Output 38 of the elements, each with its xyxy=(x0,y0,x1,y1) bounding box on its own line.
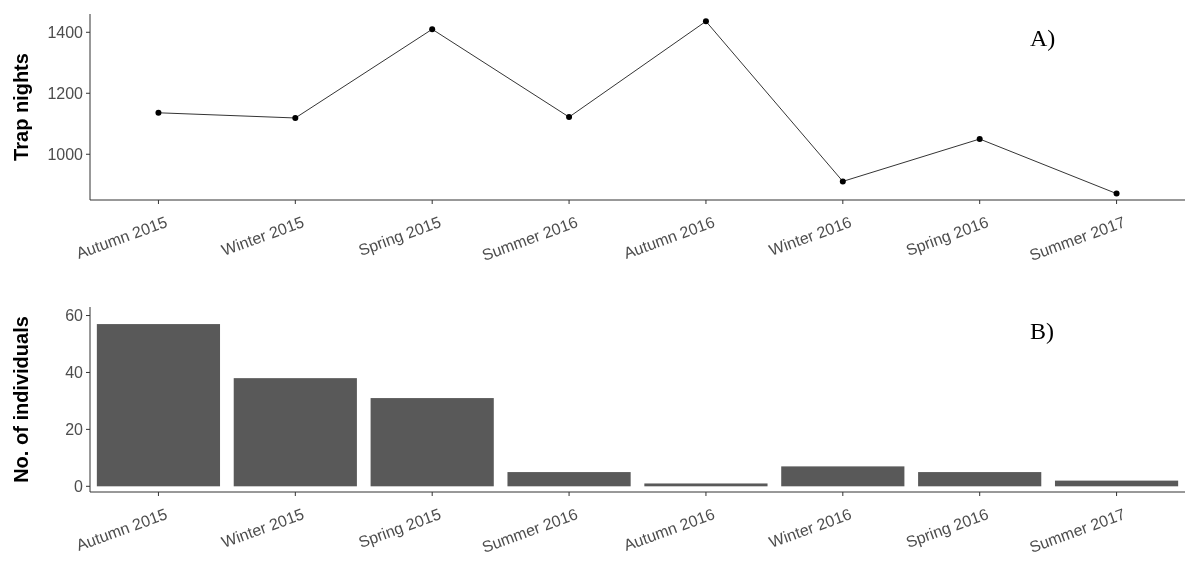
bar xyxy=(96,324,221,487)
y-tick-label: 20 xyxy=(65,420,84,438)
x-tick-label: Spring 2015 xyxy=(356,505,444,551)
bar xyxy=(507,472,631,487)
y-tick-label: 60 xyxy=(65,307,84,325)
y-axis-title: No. of individuals xyxy=(10,316,32,483)
x-tick-label: Autumn 2016 xyxy=(621,505,717,554)
y-tick-label: 1400 xyxy=(47,23,84,41)
x-tick-label: Winter 2016 xyxy=(766,213,854,259)
x-tick-label: Winter 2015 xyxy=(219,213,307,259)
point xyxy=(702,18,709,25)
x-tick-label: Winter 2015 xyxy=(219,505,307,551)
x-tick-label: Autumn 2016 xyxy=(621,213,717,262)
y-tick-label: 1200 xyxy=(47,84,84,102)
x-tick-label: Spring 2016 xyxy=(903,213,991,259)
x-tick-label: Spring 2016 xyxy=(903,505,991,551)
annotation: A) xyxy=(1030,25,1056,51)
annotation: B) xyxy=(1030,318,1054,344)
bar xyxy=(644,483,768,487)
point xyxy=(839,178,846,185)
point xyxy=(1113,190,1120,197)
x-tick-label: Autumn 2015 xyxy=(74,213,170,262)
bar xyxy=(781,466,905,487)
y-axis-title: Trap nights xyxy=(10,53,32,161)
x-tick-label: Winter 2016 xyxy=(766,505,854,551)
x-tick-label: Spring 2015 xyxy=(356,213,444,259)
point xyxy=(976,136,983,143)
y-tick-label: 0 xyxy=(74,477,84,495)
point xyxy=(292,114,299,121)
point xyxy=(429,26,436,33)
bar xyxy=(918,472,1042,487)
y-tick-label: 40 xyxy=(65,364,84,382)
point xyxy=(566,114,573,121)
bar xyxy=(233,378,357,487)
y-tick-label: 1000 xyxy=(47,145,84,163)
x-tick-label: Autumn 2015 xyxy=(74,505,170,554)
point xyxy=(155,109,162,116)
bar xyxy=(370,398,494,487)
